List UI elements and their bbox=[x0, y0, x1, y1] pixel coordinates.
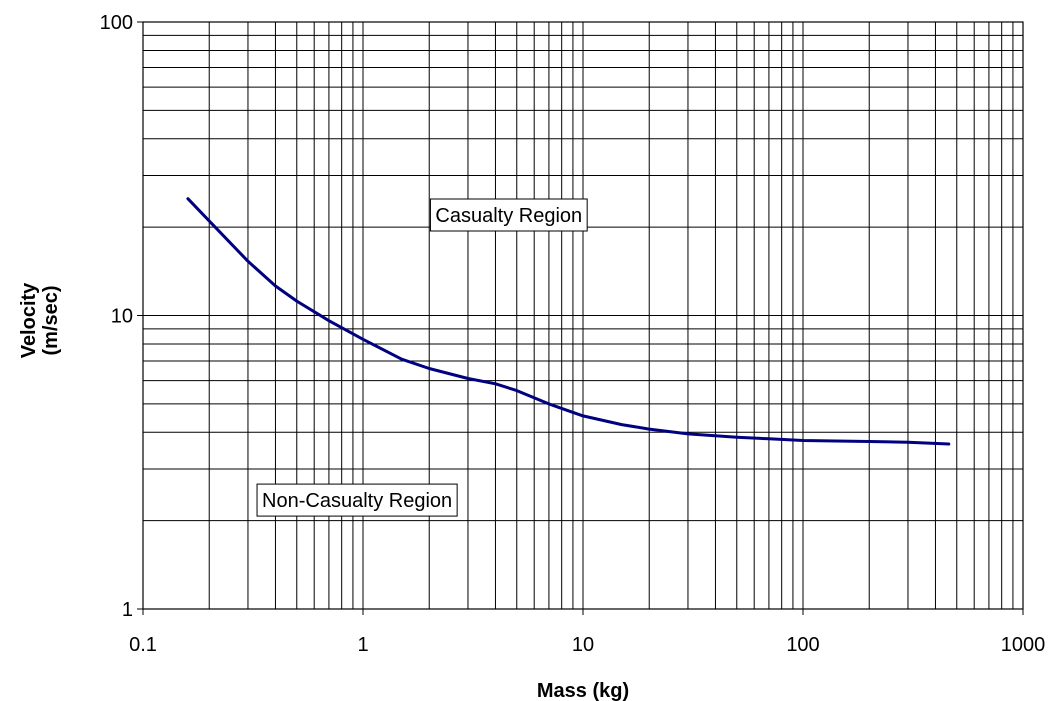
annotation-label: Casualty Region bbox=[429, 198, 588, 232]
x-tick-label: 100 bbox=[786, 634, 819, 656]
series-line bbox=[186, 197, 951, 446]
annotations: Casualty Region Non-Casualty Region bbox=[256, 198, 588, 517]
x-tick-label: 0.1 bbox=[129, 634, 157, 656]
annotation-text: Non-Casualty Region bbox=[262, 490, 452, 512]
annotation-box bbox=[256, 483, 458, 517]
series-layer bbox=[186, 197, 951, 446]
x-tick-label: 10 bbox=[572, 634, 594, 656]
y-tick-label: 1 bbox=[122, 599, 133, 621]
y-axis-title: Velocity (m/sec) bbox=[18, 282, 62, 358]
annotation-label: Non-Casualty Region bbox=[256, 483, 458, 517]
x-tick-label: 1000 bbox=[1001, 634, 1046, 656]
y-tick-label: 100 bbox=[100, 12, 133, 34]
annotation-box bbox=[429, 198, 588, 232]
plot-frame bbox=[142, 21, 1024, 610]
x-axis-title: Mass (kg) bbox=[537, 680, 629, 701]
y-tick-labels: 1 10 100 bbox=[100, 12, 133, 621]
annotation-text: Casualty Region bbox=[435, 205, 582, 227]
x-tick-label: 1 bbox=[357, 634, 368, 656]
y-tick-label: 10 bbox=[111, 306, 133, 328]
y-axis-title-line-2: (m/sec) bbox=[40, 285, 62, 355]
x-tick-labels: 0.1 1 10 100 1000 bbox=[129, 634, 1045, 656]
y-axis-title-line-1: Velocity bbox=[18, 282, 40, 358]
grid-lines bbox=[137, 21, 1024, 615]
